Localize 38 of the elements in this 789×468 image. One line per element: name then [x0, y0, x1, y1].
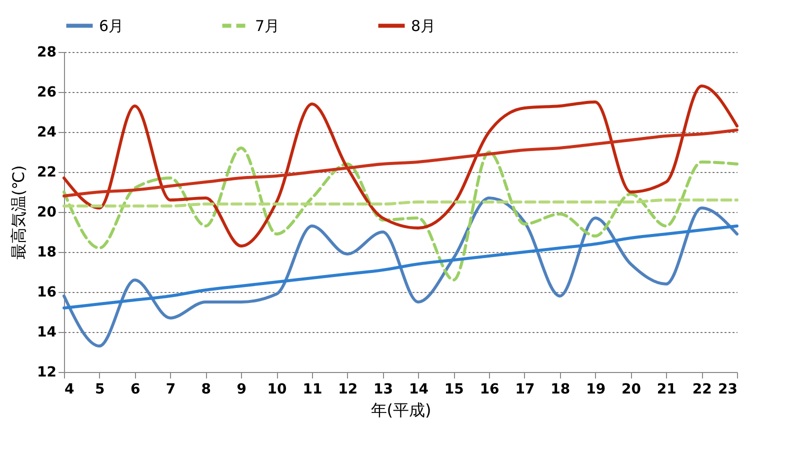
line-series	[62, 146, 738, 282]
x-tick-label: 7	[166, 382, 176, 398]
y-tick-label: 14	[37, 324, 57, 340]
x-tick-label: 9	[236, 382, 246, 398]
y-tick-label: 12	[37, 364, 56, 380]
x-tick-label: 20	[621, 382, 642, 398]
legend-label: 7月	[255, 16, 280, 35]
x-axis-title: 年(平成)	[370, 400, 432, 420]
y-tick-label: 20	[37, 204, 57, 220]
x-tick-label: 18	[550, 382, 570, 398]
y-tick-label: 18	[37, 244, 56, 260]
y-tick-label: 28	[37, 44, 56, 60]
x-tick-label: 6	[130, 382, 140, 398]
x-tick-label: 15	[444, 382, 464, 398]
x-tick-label: 19	[586, 382, 606, 398]
legend-label: 6月	[99, 16, 124, 35]
line-series	[62, 224, 738, 310]
legend-label: 8月	[411, 16, 436, 35]
x-tick-label: 4	[64, 382, 74, 398]
x-tick-label: 22	[692, 382, 712, 398]
x-tick-label: 21	[656, 382, 676, 398]
x-tick-label: 17	[515, 382, 535, 398]
y-tick-label: 22	[37, 164, 56, 180]
x-tick-label: 14	[408, 382, 429, 398]
x-tick-label: 13	[374, 382, 394, 398]
x-tick-label: 16	[480, 382, 500, 398]
y-tick-label: 24	[37, 124, 57, 140]
line-series	[62, 196, 738, 348]
line-series	[62, 84, 738, 248]
x-tick-label: 23	[718, 382, 738, 398]
y-tick-label: 26	[37, 84, 56, 100]
x-tick-label: 10	[267, 382, 288, 398]
x-tick-label: 11	[302, 382, 322, 398]
x-tick-label: 8	[201, 382, 212, 398]
x-tick-label: 5	[95, 382, 105, 398]
x-tick-label: 12	[338, 382, 358, 398]
y-axis-title: 最高気温(℃)	[9, 165, 28, 260]
y-tick-label: 16	[37, 284, 56, 300]
